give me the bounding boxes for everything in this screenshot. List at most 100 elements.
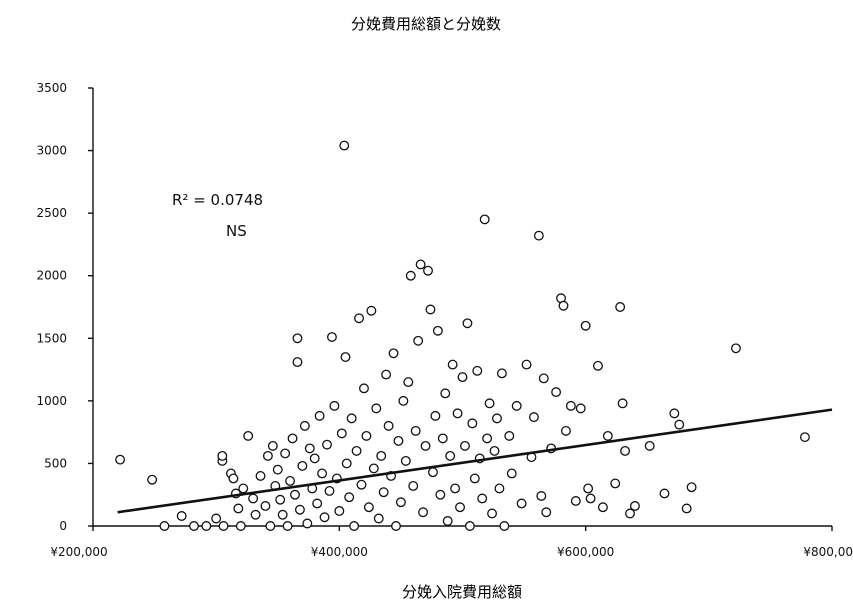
data-point bbox=[536, 491, 547, 501]
data-point bbox=[447, 359, 458, 370]
data-point bbox=[528, 412, 539, 423]
data-point bbox=[235, 521, 246, 531]
data-point bbox=[277, 509, 288, 520]
data-point bbox=[445, 450, 456, 461]
data-point bbox=[238, 483, 249, 494]
data-point bbox=[452, 408, 463, 419]
data-point bbox=[617, 398, 628, 409]
data-point bbox=[615, 302, 626, 312]
data-point bbox=[629, 501, 640, 511]
data-point bbox=[462, 318, 473, 329]
data-point bbox=[176, 511, 187, 521]
data-point bbox=[294, 504, 305, 515]
data-point bbox=[521, 359, 532, 370]
x-tick-label: ¥400,000 bbox=[311, 545, 368, 559]
trend-line bbox=[117, 408, 833, 514]
data-point bbox=[159, 521, 170, 531]
data-point bbox=[344, 492, 355, 503]
y-tick-label: 1500 bbox=[36, 331, 67, 345]
data-point bbox=[460, 440, 470, 451]
x-tick-group: ¥200,000 ¥400,000 ¥600,000 ¥800,000 bbox=[50, 526, 853, 559]
data-point bbox=[450, 483, 461, 494]
data-point bbox=[317, 468, 328, 479]
data-point bbox=[408, 481, 419, 491]
data-point bbox=[275, 494, 286, 505]
data-point bbox=[376, 450, 387, 461]
data-point bbox=[189, 521, 199, 531]
data-point bbox=[265, 521, 276, 531]
r-squared-label: R² = 0.0748 bbox=[172, 191, 263, 209]
data-point bbox=[339, 140, 350, 151]
data-point bbox=[280, 448, 291, 459]
data-point bbox=[644, 440, 655, 451]
data-point bbox=[243, 430, 254, 441]
data-point bbox=[730, 343, 741, 354]
data-point bbox=[292, 333, 303, 344]
data-point bbox=[354, 313, 364, 324]
data-point bbox=[292, 357, 303, 368]
data-point bbox=[415, 259, 426, 270]
data-point bbox=[403, 377, 414, 388]
y-tick-label: 0 bbox=[59, 519, 67, 533]
x-tick-label: ¥200,000 bbox=[50, 545, 107, 559]
y-tick-label: 2000 bbox=[36, 269, 67, 283]
data-point bbox=[533, 230, 544, 241]
data-point bbox=[418, 507, 429, 518]
data-point bbox=[464, 521, 475, 531]
data-point bbox=[681, 503, 692, 514]
data-point bbox=[349, 521, 360, 531]
data-point bbox=[511, 400, 522, 411]
data-point bbox=[381, 369, 392, 380]
data-point bbox=[455, 502, 465, 513]
data-point bbox=[228, 473, 239, 484]
x-axis-title: 分娩入院費用総額 bbox=[402, 583, 522, 601]
data-point bbox=[487, 508, 498, 519]
data-point bbox=[201, 521, 212, 531]
data-point bbox=[659, 488, 670, 499]
data-point bbox=[484, 398, 495, 409]
data-point bbox=[561, 425, 571, 436]
data-point bbox=[282, 521, 293, 531]
y-tick-label: 3500 bbox=[36, 81, 67, 95]
data-point bbox=[492, 413, 502, 424]
data-point bbox=[217, 450, 228, 461]
data-point bbox=[115, 454, 126, 465]
data-point bbox=[218, 521, 229, 531]
data-point bbox=[430, 410, 441, 421]
data-point bbox=[413, 335, 424, 346]
data-point bbox=[285, 475, 296, 486]
data-point bbox=[395, 497, 406, 508]
data-point bbox=[361, 430, 372, 441]
y-tick-label: 2500 bbox=[36, 206, 67, 220]
data-point bbox=[233, 503, 244, 514]
data-point bbox=[686, 482, 697, 493]
data-point bbox=[410, 425, 421, 436]
data-point bbox=[593, 360, 603, 371]
data-point bbox=[435, 489, 446, 500]
data-point bbox=[405, 270, 416, 281]
data-point bbox=[248, 493, 259, 504]
data-point bbox=[504, 430, 515, 441]
data-point bbox=[570, 496, 581, 506]
data-point bbox=[368, 463, 379, 474]
data-point bbox=[602, 430, 613, 441]
data-point bbox=[304, 443, 315, 454]
x-tick-label: ¥600,000 bbox=[557, 545, 614, 559]
data-point bbox=[267, 440, 278, 451]
data-point bbox=[442, 516, 453, 526]
data-point bbox=[359, 383, 369, 394]
data-point bbox=[272, 464, 283, 475]
data-point bbox=[469, 473, 480, 484]
y-tick-label: 500 bbox=[44, 456, 67, 470]
data-point bbox=[420, 440, 431, 451]
data-point bbox=[378, 487, 389, 498]
data-point bbox=[575, 403, 586, 414]
data-point bbox=[393, 435, 404, 446]
data-point bbox=[373, 513, 384, 524]
x-tick-label: ¥800,000 bbox=[803, 545, 853, 559]
data-point bbox=[398, 395, 409, 406]
y-tick-label: 1000 bbox=[36, 394, 67, 408]
data-point bbox=[565, 400, 576, 411]
data-point bbox=[477, 493, 488, 504]
